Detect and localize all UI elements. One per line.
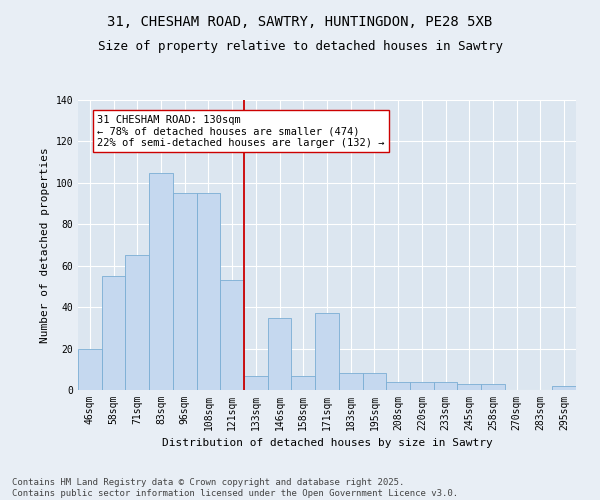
Bar: [149, 172, 173, 390]
Bar: [457, 384, 481, 390]
Bar: [244, 376, 268, 390]
Bar: [386, 382, 410, 390]
Text: 31, CHESHAM ROAD, SAWTRY, HUNTINGDON, PE28 5XB: 31, CHESHAM ROAD, SAWTRY, HUNTINGDON, PE…: [107, 15, 493, 29]
Y-axis label: Number of detached properties: Number of detached properties: [40, 147, 50, 343]
Bar: [173, 193, 197, 390]
Bar: [268, 318, 292, 390]
Bar: [102, 276, 125, 390]
Bar: [220, 280, 244, 390]
Bar: [362, 374, 386, 390]
Bar: [125, 256, 149, 390]
Bar: [292, 376, 315, 390]
Bar: [78, 348, 102, 390]
Bar: [315, 314, 339, 390]
Text: Size of property relative to detached houses in Sawtry: Size of property relative to detached ho…: [97, 40, 503, 53]
Text: Contains HM Land Registry data © Crown copyright and database right 2025.
Contai: Contains HM Land Registry data © Crown c…: [12, 478, 458, 498]
X-axis label: Distribution of detached houses by size in Sawtry: Distribution of detached houses by size …: [161, 438, 493, 448]
Bar: [552, 386, 576, 390]
Text: 31 CHESHAM ROAD: 130sqm
← 78% of detached houses are smaller (474)
22% of semi-d: 31 CHESHAM ROAD: 130sqm ← 78% of detache…: [97, 114, 385, 148]
Bar: [481, 384, 505, 390]
Bar: [197, 193, 220, 390]
Bar: [410, 382, 434, 390]
Bar: [434, 382, 457, 390]
Bar: [339, 374, 362, 390]
